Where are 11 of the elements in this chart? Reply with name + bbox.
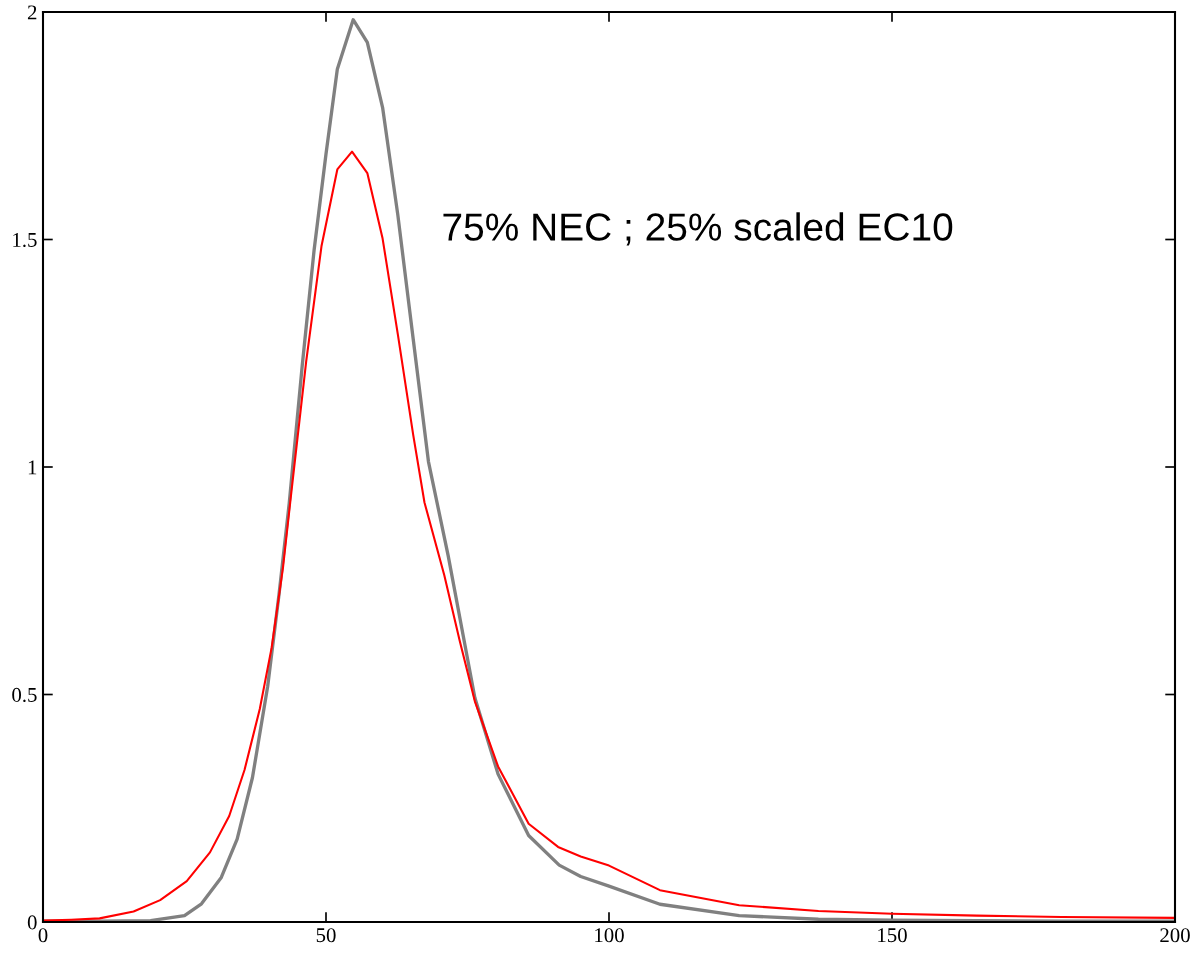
y-tick-label: 1.5 (13, 232, 37, 248)
x-tick-label: 200 (1160, 928, 1190, 943)
y-tick-label: 0 (27, 915, 37, 930)
x-tick-label: 100 (595, 928, 624, 943)
y-tick-label: 0.5 (12, 687, 37, 703)
y-tick-label: 1 (28, 460, 37, 475)
x-tick-label: 0 (38, 928, 48, 943)
y-tick-label: 2 (27, 5, 37, 20)
x-tick-label: 150 (878, 928, 907, 943)
annotation: 75% NEC ; 25% scaled EC10 (443, 212, 953, 246)
x-tick-label: 50 (316, 928, 336, 943)
